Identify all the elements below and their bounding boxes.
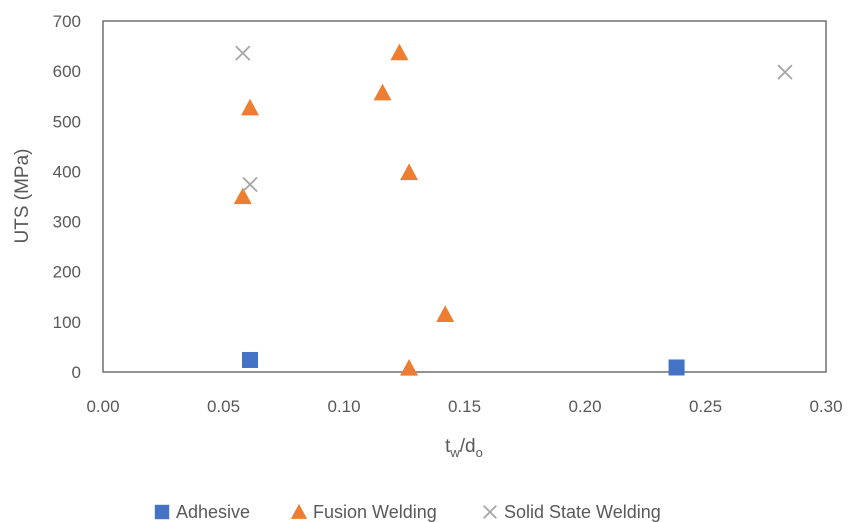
y-axis-title: UTS (MPa) xyxy=(12,149,33,244)
x-axis-title: tw/do xyxy=(445,436,483,460)
y-tick-label: 0 xyxy=(72,363,81,382)
fusion-welding-legend-marker xyxy=(290,503,308,519)
fusion-welding-point xyxy=(233,187,252,205)
y-tick-label: 100 xyxy=(53,313,81,332)
fusion-welding-point xyxy=(241,98,260,116)
y-tick-label: 700 xyxy=(53,12,81,31)
y-tick-label: 500 xyxy=(53,112,81,131)
solid-state-welding-legend-marker xyxy=(483,505,497,519)
data-points xyxy=(233,43,793,376)
x-tick-label: 0.20 xyxy=(568,397,601,416)
legend-label-solid-state-welding: Solid State Welding xyxy=(504,502,661,522)
fusion-welding-point xyxy=(436,305,455,322)
x-axis-ticks: 0.00 0.05 0.10 0.15 0.20 0.25 0.30 xyxy=(86,397,842,416)
solid-state-welding-point xyxy=(242,176,258,193)
y-tick-label: 400 xyxy=(53,162,81,181)
fusion-welding-point xyxy=(400,358,419,376)
adhesive-point xyxy=(242,351,259,368)
y-axis-ticks: 0 100 200 300 400 500 600 700 xyxy=(53,12,81,382)
solid-state-welding-point xyxy=(777,64,793,80)
legend-label-adhesive: Adhesive xyxy=(176,502,250,522)
y-tick-label: 200 xyxy=(53,263,81,282)
x-tick-label: 0.10 xyxy=(327,397,360,416)
solid-state-welding-point xyxy=(235,45,251,61)
legend-label-fusion-welding: Fusion Welding xyxy=(313,502,437,522)
x-tick-label: 0.25 xyxy=(689,397,722,416)
adhesive-point xyxy=(668,359,685,376)
y-tick-label: 300 xyxy=(53,213,81,232)
legend: Adhesive Fusion Welding Solid State Weldin… xyxy=(154,502,661,522)
x-tick-label: 0.30 xyxy=(809,397,842,416)
fusion-welding-point xyxy=(390,43,409,61)
x-tick-label: 0.00 xyxy=(86,397,119,416)
adhesive-legend-marker xyxy=(154,504,170,520)
x-tick-label: 0.15 xyxy=(448,397,481,416)
x-tick-label: 0.05 xyxy=(207,397,240,416)
y-tick-label: 600 xyxy=(53,62,81,81)
fusion-welding-point xyxy=(373,83,392,101)
plot-area xyxy=(102,20,827,373)
fusion-welding-point xyxy=(400,163,419,181)
